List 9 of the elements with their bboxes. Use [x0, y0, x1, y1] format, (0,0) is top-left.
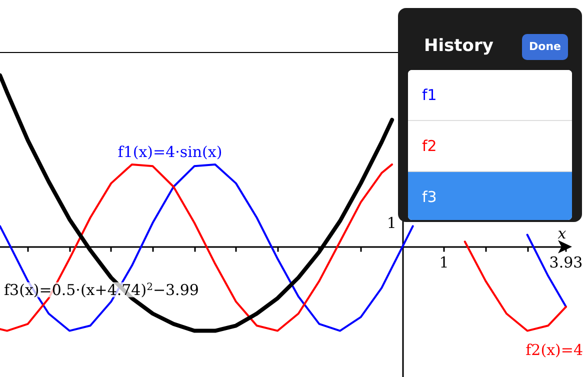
- annotation: f1(x)=4·sin(x): [118, 142, 222, 161]
- annotation: 1: [386, 214, 396, 232]
- x-tick-label: 3.93: [549, 253, 583, 272]
- annotation: f2: [408, 121, 572, 172]
- annotation: f1: [408, 70, 572, 121]
- text: f2(x)=4: [526, 341, 583, 359]
- annotation: f3: [408, 172, 572, 223]
- x-axis-title: x: [558, 224, 567, 242]
- history-popup: History Done f1 f2 f3: [398, 8, 582, 222]
